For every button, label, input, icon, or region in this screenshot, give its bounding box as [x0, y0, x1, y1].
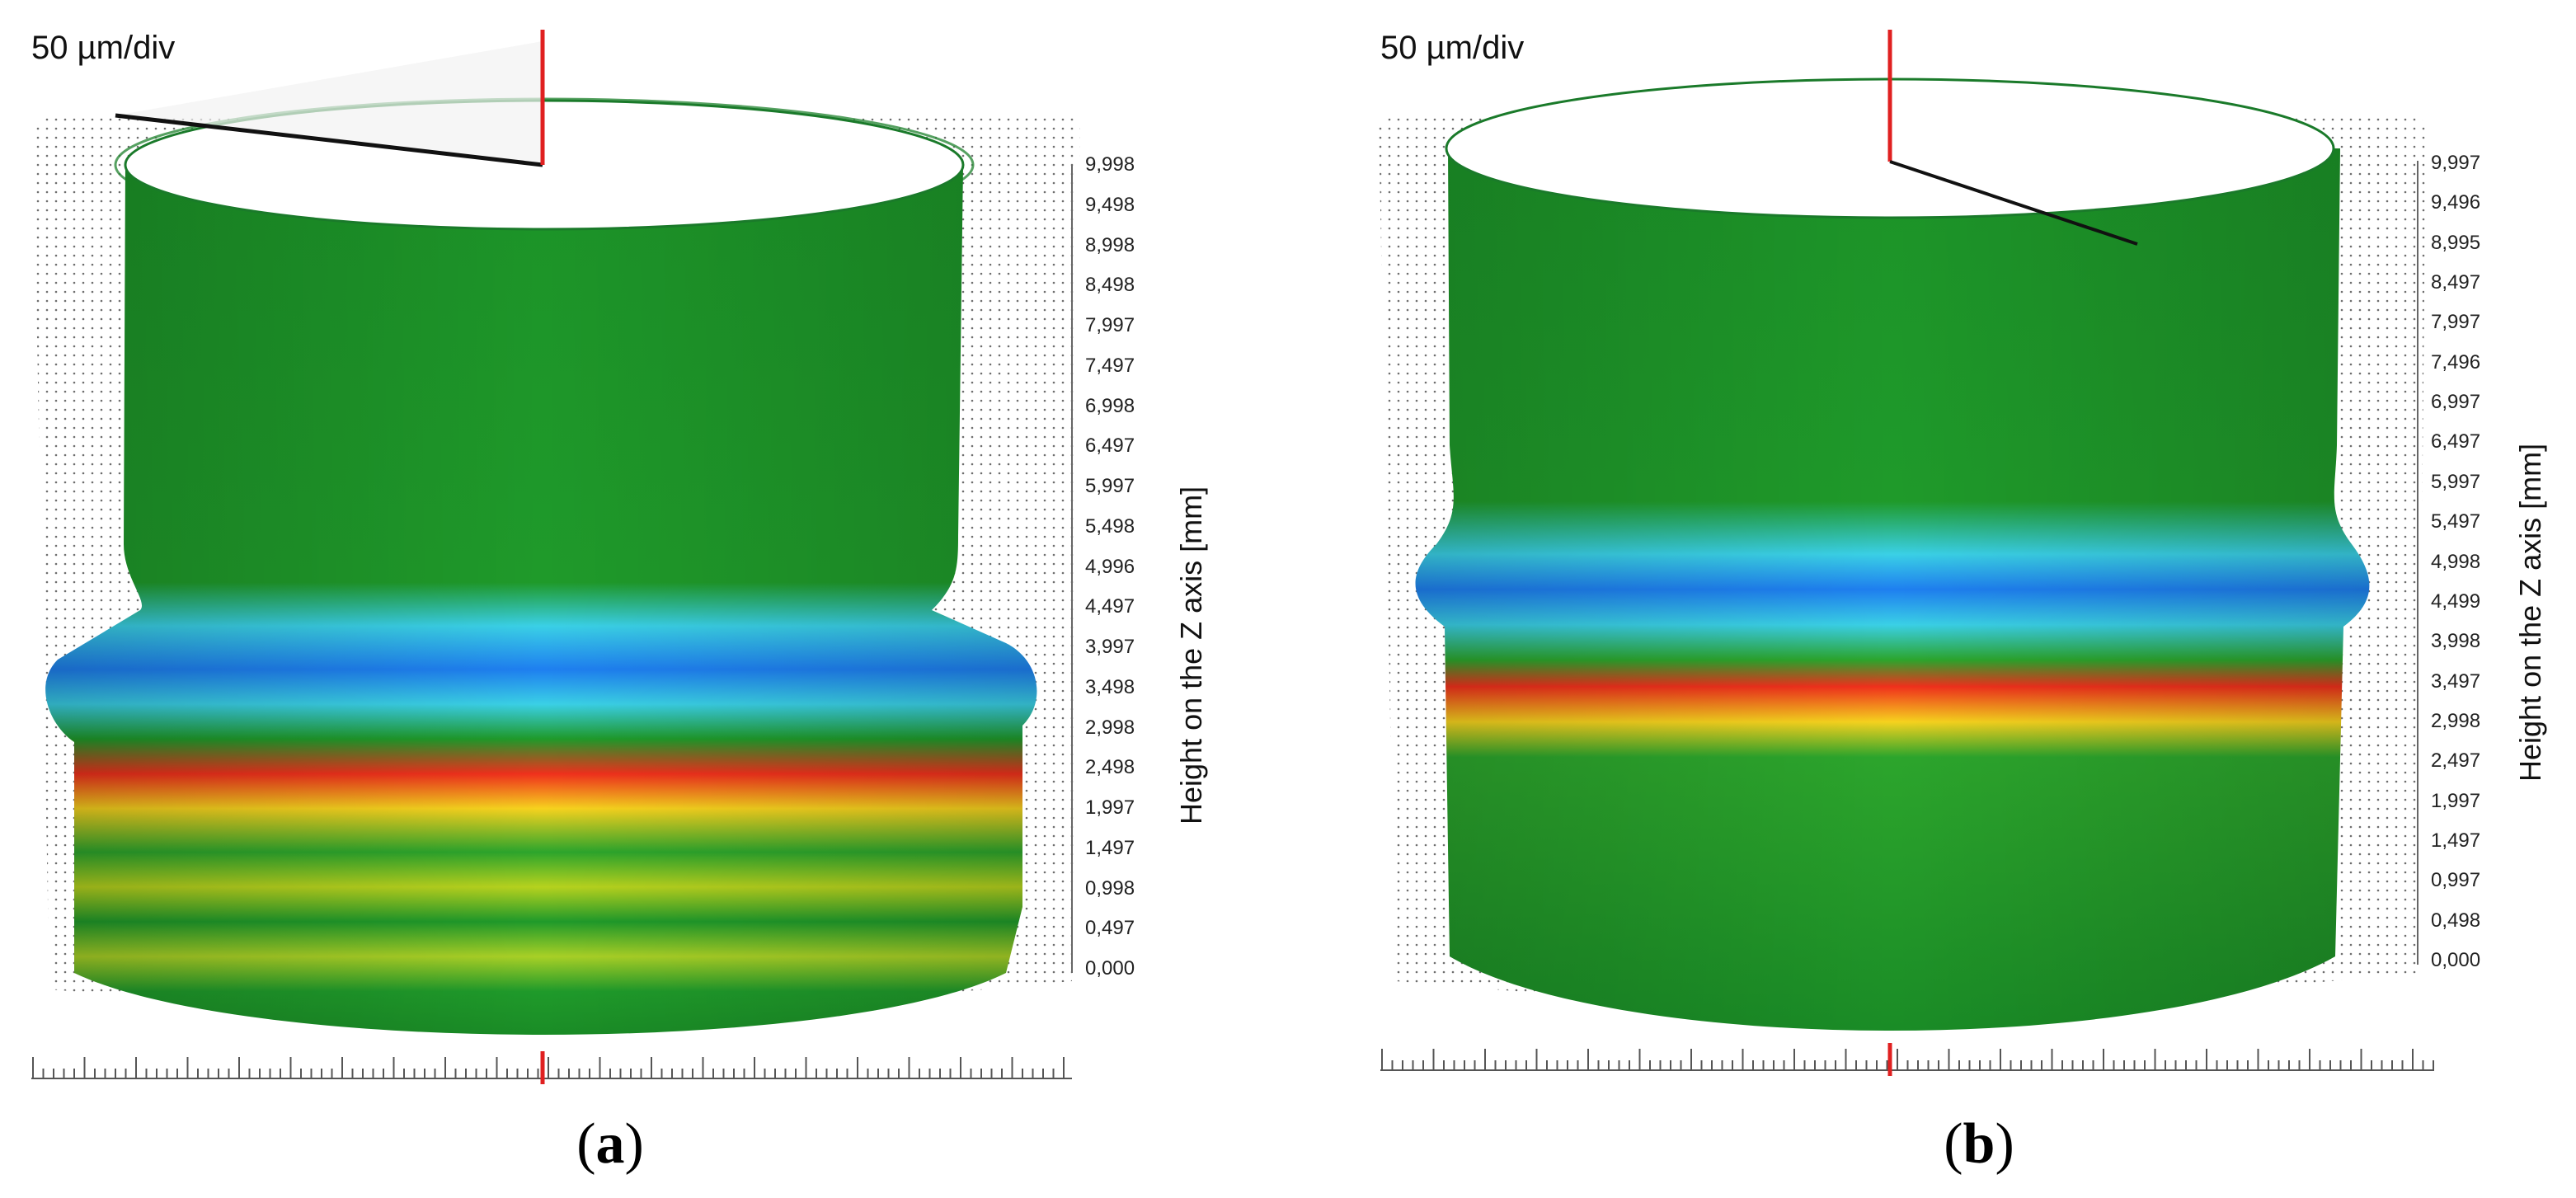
- z-tick-label: 7,496: [2431, 350, 2481, 373]
- z-tick-label: 4,499: [2431, 590, 2481, 613]
- cylinder-plot-a: [31, 30, 1080, 1084]
- angle-pointer: [115, 113, 543, 167]
- angle-pointer: [1889, 160, 2138, 246]
- z-tick-label: 8,497: [2431, 271, 2481, 294]
- z-tick-label: 5,497: [2431, 510, 2481, 533]
- z-tick-label: 5,498: [1085, 514, 1135, 538]
- panel-a: 50 µm/div 9,998 9,498 8,998 8,498 7,997 7,497…: [31, 30, 1208, 1176]
- z-tick-label: 1,997: [2431, 789, 2481, 812]
- z-tick-label: 6,497: [1085, 435, 1135, 458]
- z-axis-title: Height on the Z axis [mm]: [2513, 443, 2547, 782]
- z-tick-label: 1,497: [2431, 829, 2481, 852]
- cylinder-plot-b: [1379, 30, 2434, 1076]
- z-tick-label: 1,997: [1085, 796, 1135, 819]
- z-tick-label: 0,000: [2431, 949, 2481, 971]
- z-tick-label: 2,498: [1085, 756, 1135, 779]
- z-tick-label: 9,998: [1085, 153, 1135, 176]
- panel-b: 50 µm/div 9,997 9,496 8,995 8,497 7,997 7,496…: [1288, 0, 2576, 1198]
- z-tick-label: 7,497: [1085, 354, 1135, 377]
- z-axis-title: Height on the Z axis [mm]: [1174, 486, 1208, 825]
- z-tick-label: 6,997: [2431, 391, 2481, 414]
- z-tick-label: 3,497: [2431, 669, 2481, 693]
- scale-label: 50 µm/div: [1380, 30, 1525, 66]
- z-tick-label: 2,998: [2431, 709, 2481, 732]
- panel-caption: (a): [576, 1112, 644, 1176]
- z-tick-label: 7,997: [1085, 314, 1135, 336]
- z-tick-label: 0,997: [2431, 869, 2481, 892]
- z-tick-label: 0,498: [2431, 909, 2481, 932]
- z-tick-label: 6,998: [1085, 394, 1135, 417]
- z-tick-label: 0,000: [1085, 957, 1135, 980]
- z-tick-label: 5,997: [2431, 470, 2481, 493]
- z-tick-label: 6,497: [2431, 430, 2481, 453]
- z-tick-label: 1,497: [1085, 836, 1135, 859]
- z-tick-label: 2,497: [2431, 749, 2481, 773]
- z-tick-label: 0,497: [1085, 917, 1135, 940]
- z-tick-label: 7,997: [2431, 311, 2481, 334]
- z-tick-label: 9,997: [2431, 152, 2481, 174]
- z-tick-label: 0,998: [1085, 876, 1135, 900]
- z-tick-label: 2,998: [1085, 716, 1135, 739]
- z-tick-label: 3,997: [1085, 636, 1135, 658]
- z-tick-label: 4,497: [1085, 595, 1135, 618]
- bottom-ruler: [1380, 1043, 2434, 1076]
- z-tick-label: 8,995: [2431, 231, 2481, 254]
- z-tick-label: 9,498: [1085, 193, 1135, 216]
- z-tick-label: 3,498: [1085, 675, 1135, 698]
- z-tick-label: 3,998: [2431, 630, 2481, 653]
- z-tick-label: 9,496: [2431, 191, 2481, 214]
- panel-caption: (b): [1944, 1112, 2014, 1176]
- z-tick-label: 4,996: [1085, 555, 1135, 578]
- z-tick-label: 4,998: [2431, 550, 2481, 573]
- z-tick-label: 8,998: [1085, 233, 1135, 256]
- scale-label: 50 µm/div: [31, 30, 176, 66]
- z-tick-label: 5,997: [1085, 475, 1135, 497]
- z-tick-label: 8,498: [1085, 274, 1135, 297]
